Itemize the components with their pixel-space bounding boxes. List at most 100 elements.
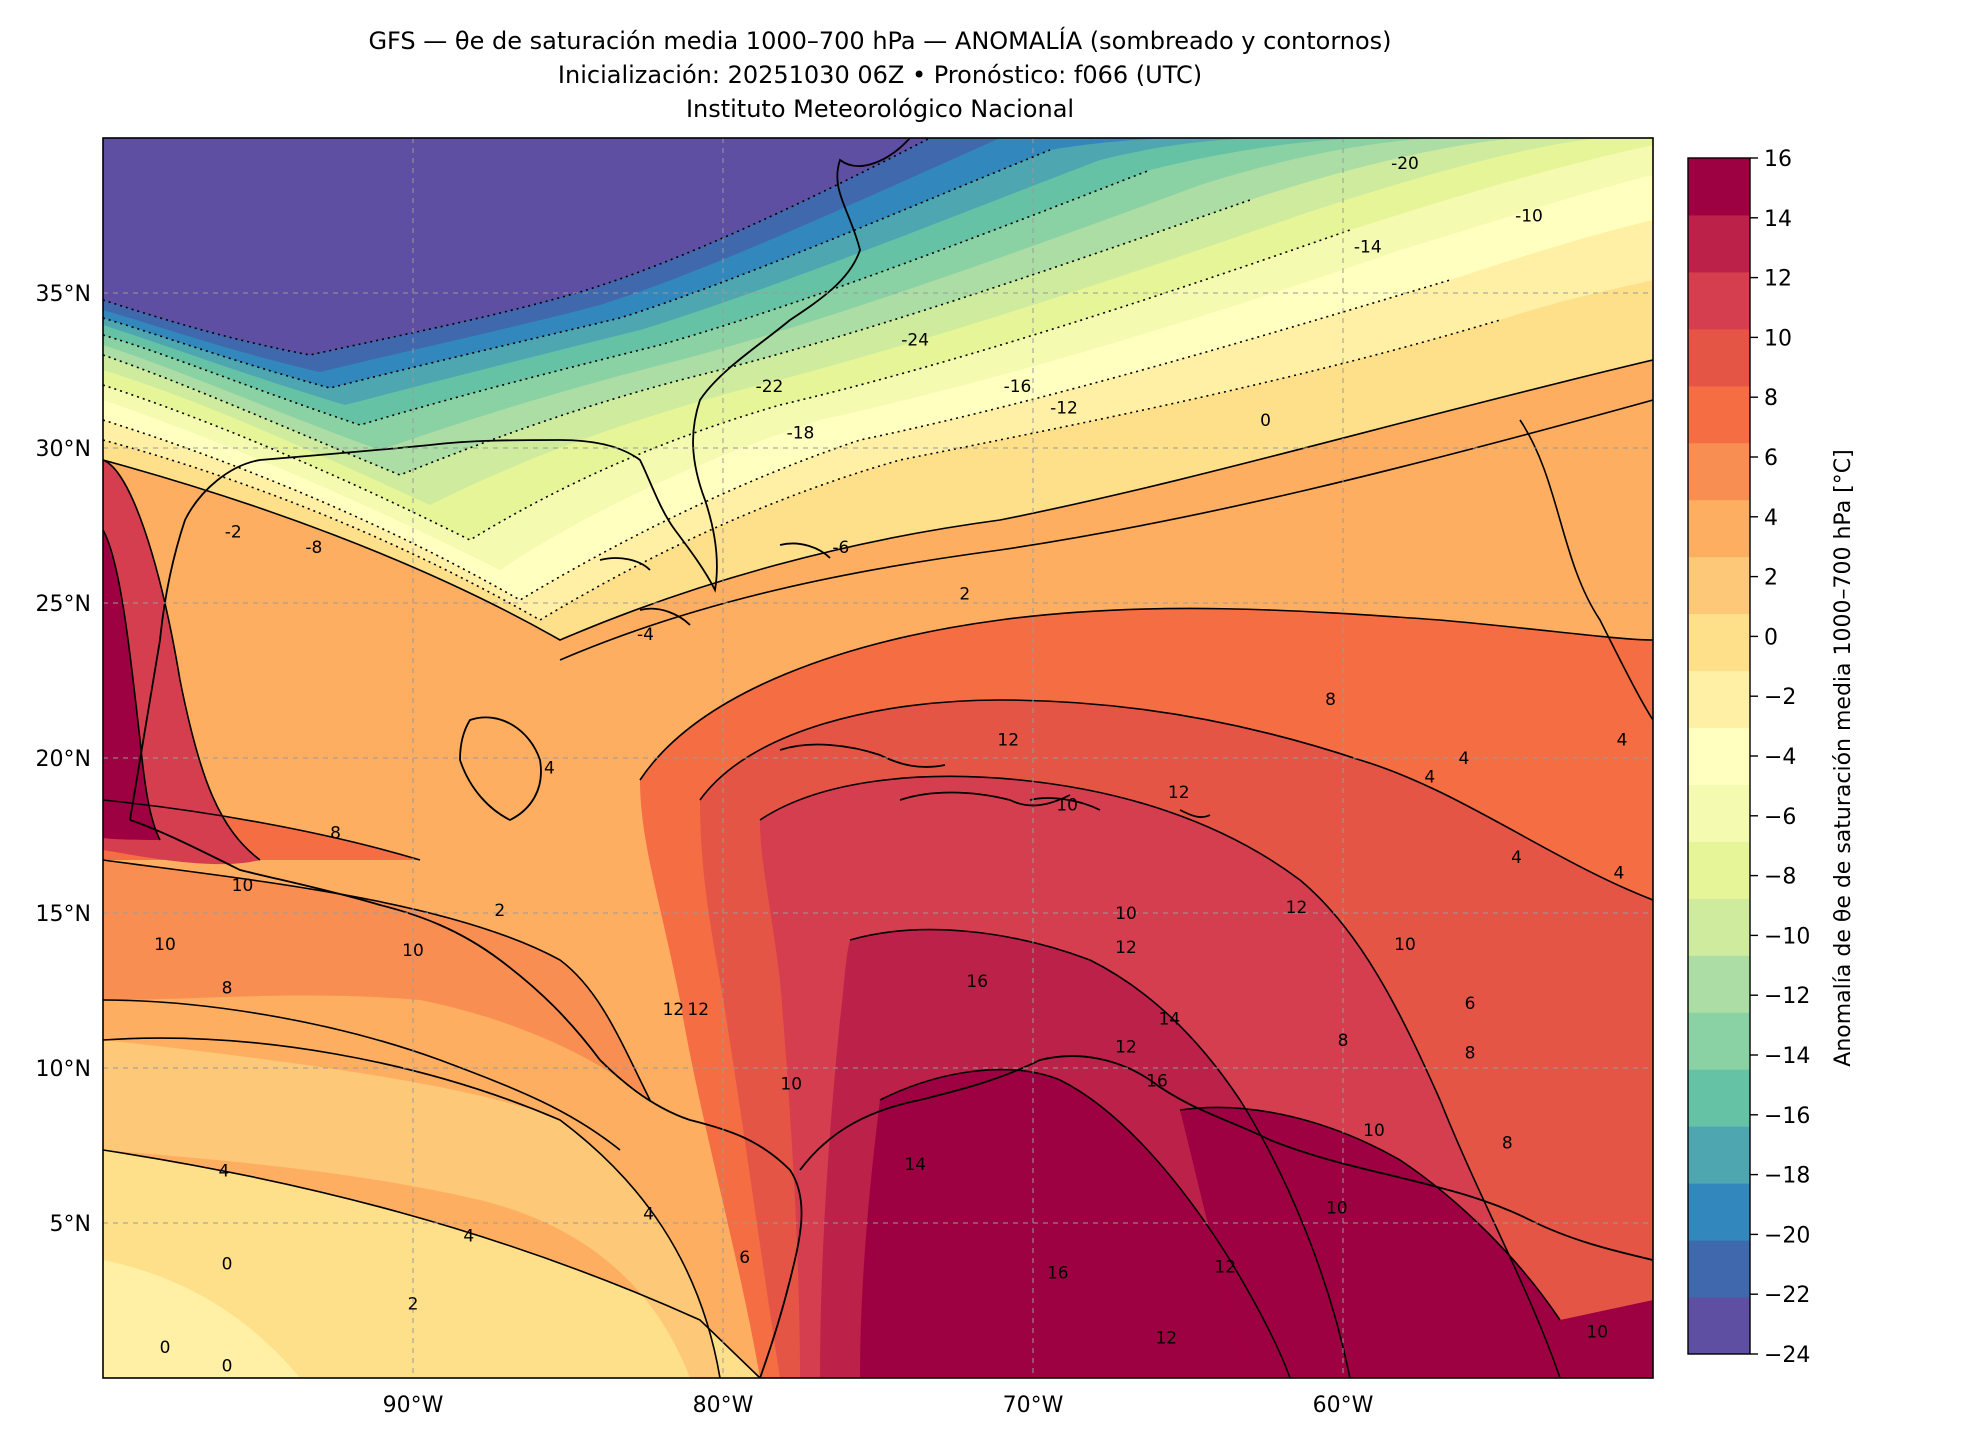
gridlines	[103, 138, 1653, 1378]
contour-label: -20	[1391, 154, 1419, 174]
colorbar-segment	[1688, 1240, 1750, 1298]
contour-label: 12	[1155, 1329, 1177, 1349]
colorbar-segment	[1688, 1297, 1750, 1355]
colorbar-tick-label: 14	[1764, 207, 1792, 232]
negative-contours	[103, 138, 1501, 621]
contour-label: 10	[1056, 796, 1078, 816]
colorbar-tick-label: −16	[1764, 1104, 1810, 1129]
contour-label: -6	[832, 538, 849, 558]
contour-label: 0	[160, 1338, 171, 1358]
colorbar-tick-label: −12	[1764, 984, 1810, 1009]
contour-label: 2	[408, 1295, 419, 1315]
figure-title: GFS — θe de saturación media 1000–700 hP…	[368, 27, 1392, 55]
colorbar-segment	[1688, 385, 1750, 444]
colorbar-tick-label: 2	[1764, 566, 1778, 591]
contour-labels: -24-22-20-18-16-14-12-10-8 -6-4-202481081…	[154, 154, 1627, 1377]
colorbar-tick-label: −18	[1764, 1164, 1810, 1189]
colorbar-tick-label: 6	[1764, 446, 1778, 471]
colorbar-tick-label: 10	[1764, 326, 1792, 351]
title-block: GFS — θe de saturación media 1000–700 hP…	[100, 24, 1660, 126]
contour-label: -24	[901, 331, 929, 351]
contour-label: 6	[1465, 994, 1476, 1014]
colorbar-tick-label: −10	[1764, 924, 1810, 949]
colorbar-tick-label: 12	[1764, 267, 1792, 292]
contour-label: 4	[463, 1226, 474, 1246]
positive-contours	[103, 359, 1653, 1378]
colorbar-segment	[1688, 1012, 1750, 1070]
colorbar-segment	[1688, 556, 1750, 615]
lon-tick-label: 70°W	[1003, 1393, 1064, 1418]
contour-label: 12	[997, 730, 1019, 750]
contour-label: 10	[1115, 904, 1137, 924]
contour-label: -10	[1515, 207, 1543, 227]
colorbar-tick-label: −22	[1764, 1283, 1810, 1308]
map-axis-ticks: 90°W 80°W 70°W 60°W35°N30°N25°N20°N15°N10°N…	[36, 282, 1374, 1418]
contour-label: 10	[232, 876, 254, 896]
colorbar-tick-label: 16	[1764, 147, 1792, 172]
institution-name: Instituto Meteorológico Nacional	[685, 95, 1075, 123]
contour-label: 14	[904, 1155, 926, 1175]
band-pacific-8	[103, 860, 650, 1100]
map-frame	[102, 137, 1654, 1379]
lat-tick-label: 15°N	[36, 902, 91, 927]
contour-label: 2	[494, 901, 505, 921]
lat-tick-label: 35°N	[36, 282, 91, 307]
contour-label: 16	[1146, 1071, 1168, 1091]
contour-label: 10	[402, 941, 424, 961]
coastlines	[129, 138, 1653, 1378]
colorbar-segment	[1688, 841, 1750, 899]
colorbar-tick-label: −8	[1764, 865, 1796, 890]
colorbar-segment	[1688, 670, 1750, 729]
colorbar-tick-label: 4	[1764, 506, 1778, 531]
contour-label: -4	[637, 625, 654, 645]
band-caribbean-16	[860, 1069, 1290, 1378]
colorbar-tick-label: −24	[1764, 1343, 1810, 1368]
contour-label: 8	[222, 978, 233, 998]
band-pacific-warm	[103, 1000, 620, 1150]
colorbar-segment	[1688, 1126, 1750, 1184]
contour-label: 14	[1159, 1009, 1181, 1029]
contour-label: 4	[643, 1205, 654, 1225]
lon-tick-label: 60°W	[1313, 1393, 1374, 1418]
contour-label: 10	[780, 1075, 802, 1095]
colorbar-segment	[1688, 1183, 1750, 1241]
contour-label: 4	[1613, 864, 1624, 884]
contour-label: 8	[330, 823, 341, 843]
band-south-america-hot	[1180, 1107, 1653, 1378]
contour-label: 0	[222, 1357, 233, 1377]
contour-label: 4	[1424, 768, 1435, 788]
lat-tick-label: 25°N	[36, 592, 91, 617]
colorbar-label: Anomalía de θe de saturación media 1000–…	[1831, 449, 1856, 1066]
contour-label: 12	[1286, 898, 1308, 918]
colorbar-segment	[1688, 955, 1750, 1013]
contour-label: 8	[1502, 1133, 1513, 1153]
colorbar-segment	[1688, 499, 1750, 558]
contour-label: 8	[1325, 690, 1336, 710]
contour-label: 4	[218, 1161, 229, 1181]
contour-label: -22	[756, 377, 784, 397]
lat-tick-label: 5°N	[50, 1212, 91, 1237]
contour-label: 6	[739, 1248, 750, 1268]
contour-label: 12	[1168, 783, 1190, 803]
contour-label: -8	[305, 538, 322, 558]
figure-subtitle: Inicialización: 20251030 06Z • Pronóstic…	[557, 61, 1203, 89]
contour-label: 4	[1458, 749, 1469, 769]
colorbar-segment	[1688, 727, 1750, 785]
contour-label: -14	[1354, 238, 1382, 258]
colorbar-segment	[1688, 1069, 1750, 1127]
colorbar-segment	[1688, 898, 1750, 956]
contour-label: 4	[1617, 730, 1628, 750]
colorbar-tick-label: 8	[1764, 386, 1778, 411]
contour-label: 12	[1115, 1037, 1137, 1057]
contour-label: 0	[1260, 411, 1271, 431]
contour-label: -18	[787, 424, 815, 444]
contour-label: 10	[1586, 1323, 1608, 1343]
lon-tick-label: 80°W	[693, 1393, 754, 1418]
band-moderate-pacific	[103, 1038, 720, 1378]
colorbar-segment	[1688, 214, 1750, 273]
contour-label: 10	[1326, 1199, 1348, 1219]
contour-label: 0	[222, 1254, 233, 1274]
contour-label: 8	[1338, 1031, 1349, 1051]
contour-label: 4	[544, 758, 555, 778]
band-mexico-coast-16	[103, 530, 160, 840]
